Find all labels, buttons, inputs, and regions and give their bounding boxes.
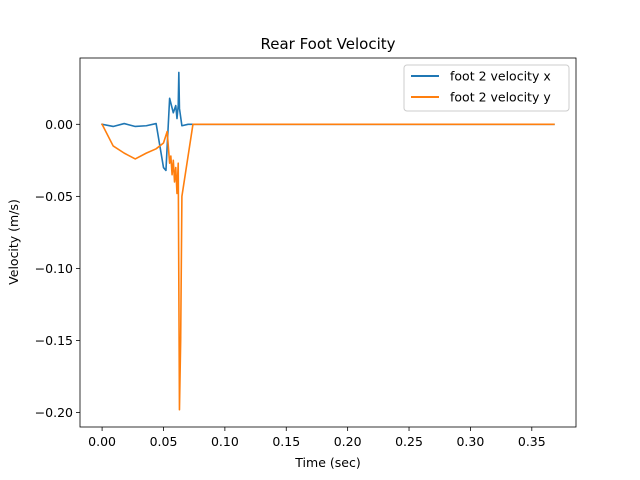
series-line-foot-2-velocity-x [101, 71, 555, 172]
series-group [101, 71, 555, 411]
plot-area [79, 57, 577, 428]
legend: foot 2 velocity x foot 2 velocity y [403, 64, 570, 112]
series-line-foot-2-velocity-y [101, 123, 555, 411]
x-tick-label: 0.25 [395, 434, 423, 449]
legend-label-foot-2-velocity-y: foot 2 velocity y [450, 90, 551, 105]
legend-label-foot-2-velocity-x: foot 2 velocity x [450, 69, 551, 84]
x-tick-label: 0.30 [456, 434, 484, 449]
y-tick-label: −0.10 [35, 261, 73, 276]
chart-title: Rear Foot Velocity [260, 35, 395, 53]
y-tick-label: −0.05 [35, 189, 73, 204]
x-tick-label: 0.35 [518, 434, 546, 449]
x-axis: 0.00 0.05 0.10 0.15 0.20 0.25 0.30 0.35 [88, 427, 546, 449]
x-tick-label: 0.05 [150, 434, 178, 449]
x-tick-label: 0.15 [272, 434, 300, 449]
x-tick-label: 0.20 [334, 434, 362, 449]
y-tick-label: −0.20 [35, 405, 73, 420]
plot-background [80, 58, 576, 427]
legend-box [403, 64, 570, 112]
x-tick-label: 0.10 [211, 434, 239, 449]
y-axis: 0.00 −0.05 −0.10 −0.15 −0.20 [35, 117, 80, 420]
x-tick-label: 0.00 [88, 434, 116, 449]
plot-border [79, 57, 577, 428]
y-axis-label: Velocity (m/s) [6, 199, 21, 285]
y-tick-label: 0.00 [45, 117, 73, 132]
x-axis-label: Time (sec) [294, 455, 360, 470]
y-tick-label: −0.15 [35, 333, 73, 348]
